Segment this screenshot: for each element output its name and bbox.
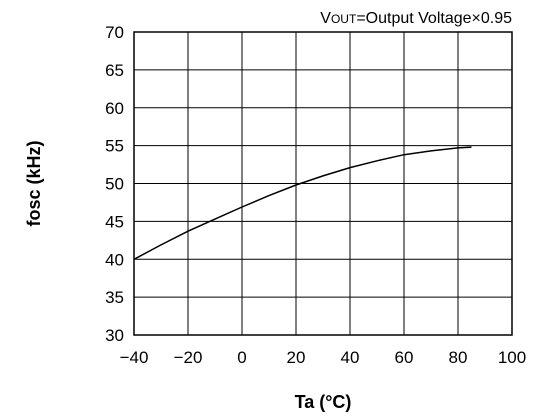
grid-lines (133, 31, 513, 336)
plot-area-frame (133, 31, 513, 336)
y-tick-label: 70 (105, 23, 124, 42)
y-tick-label: 65 (105, 61, 124, 80)
x-tick-label: 0 (237, 348, 246, 367)
x-tick-label: 60 (395, 348, 414, 367)
chart-annotation: VOUT=Output Voltage×0.95 (320, 10, 512, 27)
x-axis-title: Ta (°C) (295, 392, 352, 412)
x-tick-label: 40 (341, 348, 360, 367)
x-tick-label: −40 (120, 348, 149, 367)
y-tick-labels: 30 35 40 45 50 55 60 65 70 (105, 23, 124, 345)
x-tick-label: 20 (287, 348, 306, 367)
y-tick-label: 50 (105, 175, 124, 194)
x-tick-label: −20 (174, 348, 203, 367)
y-axis-title: fosc (kHz) (24, 140, 44, 226)
series-layer (133, 146, 472, 260)
y-tick-label: 35 (105, 288, 124, 307)
series-line (133, 146, 472, 260)
x-tick-label: 80 (449, 348, 468, 367)
x-tick-labels: −40 −20 0 20 40 60 80 100 (120, 348, 527, 367)
annotation-prefix: V (320, 10, 331, 27)
y-tick-label: 30 (105, 326, 124, 345)
y-tick-label: 60 (105, 99, 124, 118)
x-tick-label: 100 (498, 348, 526, 367)
y-tick-label: 55 (105, 137, 124, 156)
annotation-text: =Output Voltage×0.95 (356, 10, 512, 27)
annotation-subscript: OUT (331, 12, 357, 26)
y-tick-label: 40 (105, 250, 124, 269)
y-tick-label: 45 (105, 212, 124, 231)
